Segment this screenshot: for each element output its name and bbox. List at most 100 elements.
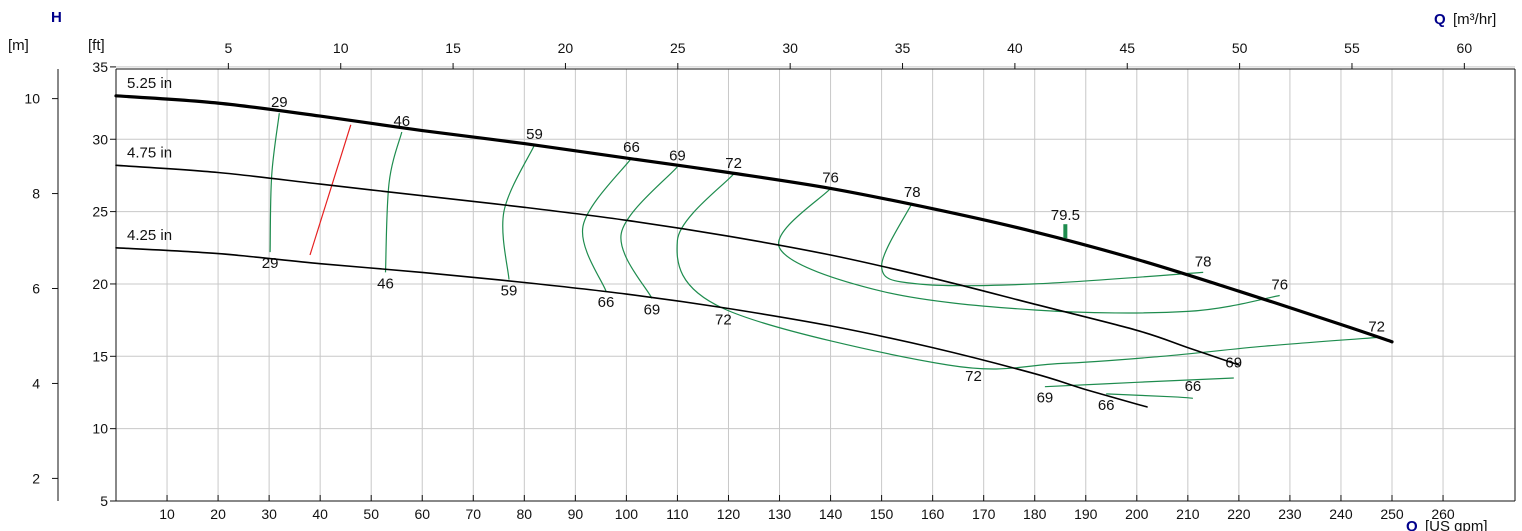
- efficiency-contour-66: [1106, 393, 1193, 399]
- gpm-tick-label: 200: [1125, 506, 1149, 522]
- m3h-tick-label: 45: [1119, 40, 1135, 56]
- gpm-tick-label: 70: [465, 506, 481, 522]
- m3h-tick-label: 40: [1007, 40, 1023, 56]
- efficiency-label: 66: [1185, 378, 1202, 395]
- npsh-boundary-line: [309, 124, 352, 256]
- curve-labels: 5.25 in 4.75 in 4.25 in: [127, 75, 172, 244]
- m-tick-label: 6: [32, 281, 40, 297]
- gpm-tick-label: 40: [312, 506, 328, 522]
- gpm-tick-label: 90: [568, 506, 584, 522]
- ft-tick-label: 30: [92, 131, 108, 147]
- efficiency-label: 72: [725, 155, 742, 172]
- bep-layer: 79.5: [1051, 207, 1080, 239]
- gpm-tick-label: 260: [1431, 506, 1455, 522]
- m-tick-label: 10: [24, 91, 40, 107]
- impeller-curves: [114, 94, 1394, 408]
- efficiency-label: 69: [1037, 390, 1054, 407]
- gpm-tick-label: 100: [615, 506, 639, 522]
- gpm-tick-label: 140: [819, 506, 843, 522]
- gpm-tick-label: 230: [1278, 506, 1302, 522]
- ft-unit-label: [ft]: [88, 37, 105, 54]
- efficiency-label: 72: [715, 312, 732, 329]
- efficiency-label: 59: [501, 283, 518, 300]
- efficiency-contour-46: [384, 131, 403, 273]
- efficiency-contours: 2929464659596666696972727678787672726969…: [262, 94, 1385, 414]
- m3h-tick-label: 25: [670, 40, 686, 56]
- m3h-tick-label: 60: [1457, 40, 1473, 56]
- gpm-tick-label: 240: [1329, 506, 1353, 522]
- ft-tick-label: 35: [92, 59, 108, 75]
- efficiency-contour-29: [269, 113, 280, 253]
- gpm-tick-label: 30: [261, 506, 277, 522]
- npsh-layer: [309, 124, 352, 256]
- axes: [57, 68, 1516, 502]
- m3h-unit-label: [m³/hr]: [1453, 11, 1496, 28]
- gpm-tick-label: 110: [666, 506, 689, 522]
- gpm-tick-label: 10: [159, 506, 175, 522]
- efficiency-label: 78: [904, 184, 921, 201]
- efficiency-contour-59: [502, 144, 536, 280]
- m3h-tick-label: 15: [445, 40, 461, 56]
- flow-axis-title-top: Q: [1434, 11, 1446, 28]
- m-unit-label: [m]: [8, 37, 29, 54]
- m3h-tick-label: 5: [224, 40, 232, 56]
- efficiency-label: 69: [669, 148, 686, 165]
- flow-axis-title-bottom: Q: [1406, 518, 1418, 531]
- ft-tick-label: 15: [92, 348, 108, 364]
- efficiency-label: 76: [822, 169, 839, 186]
- gpm-tick-label: 130: [768, 506, 792, 522]
- gpm-tick-label: 80: [517, 506, 533, 522]
- gpm-tick-label: 150: [870, 506, 894, 522]
- m3h-tick-label: 30: [782, 40, 798, 56]
- gpm-tick-label: 60: [414, 506, 430, 522]
- grid: [116, 66, 1515, 501]
- m-tick-label: 2: [32, 470, 40, 486]
- gpm-tick-label: 250: [1380, 506, 1404, 522]
- impeller-curve-label: 5.25 in: [127, 75, 172, 92]
- head-axis-title: H: [51, 9, 62, 26]
- efficiency-contour-69: [620, 166, 678, 299]
- efficiency-label: 46: [377, 275, 394, 292]
- efficiency-label: 69: [644, 301, 661, 318]
- efficiency-contour-66: [581, 157, 632, 292]
- efficiency-label: 59: [526, 126, 543, 143]
- ft-tick-label: 25: [92, 204, 108, 220]
- efficiency-label: 72: [965, 368, 982, 385]
- bep-label: 79.5: [1051, 207, 1080, 224]
- ft-tick-label: 20: [92, 276, 108, 292]
- m3h-tick-label: 55: [1344, 40, 1360, 56]
- gpm-unit-label: [US gpm]: [1425, 518, 1488, 531]
- impeller-curve: [115, 164, 1240, 366]
- gpm-tick-label: 180: [1023, 506, 1047, 522]
- ft-tick-label: 5: [100, 493, 108, 509]
- m-tick-label: 8: [32, 186, 40, 202]
- efficiency-contour-76: [778, 187, 1280, 314]
- impeller-curve-label: 4.25 in: [127, 227, 172, 244]
- efficiency-contour-69: [1044, 377, 1234, 388]
- gpm-tick-label: 220: [1227, 506, 1251, 522]
- efficiency-label: 29: [271, 94, 288, 111]
- gpm-tick-label: 210: [1176, 506, 1200, 522]
- impeller-curve: [115, 247, 1148, 408]
- gpm-tick-label: 160: [921, 506, 945, 522]
- impeller-curve: [114, 94, 1394, 344]
- efficiency-contour-72: [676, 173, 1377, 370]
- tick-labels: 10 20 30 40 50 60 70 80 90 100 110 120 130 140 150 160 1…: [24, 40, 1472, 522]
- gpm-tick-label: 50: [363, 506, 379, 522]
- gpm-tick-label: 190: [1074, 506, 1098, 522]
- impeller-curve-label: 4.75 in: [127, 144, 172, 161]
- m3h-tick-label: 35: [895, 40, 911, 56]
- m3h-tick-label: 50: [1232, 40, 1248, 56]
- efficiency-label: 78: [1195, 253, 1212, 270]
- efficiency-label: 66: [623, 139, 640, 156]
- gpm-tick-label: 120: [717, 506, 741, 522]
- efficiency-label: 72: [1368, 318, 1385, 335]
- m3h-tick-label: 20: [558, 40, 574, 56]
- efficiency-contour-78: [880, 202, 1204, 287]
- efficiency-label: 76: [1271, 277, 1288, 294]
- efficiency-label: 66: [1098, 397, 1115, 414]
- bep-marker: [1063, 224, 1068, 239]
- gpm-tick-label: 170: [972, 506, 996, 522]
- gpm-tick-label: 20: [210, 506, 226, 522]
